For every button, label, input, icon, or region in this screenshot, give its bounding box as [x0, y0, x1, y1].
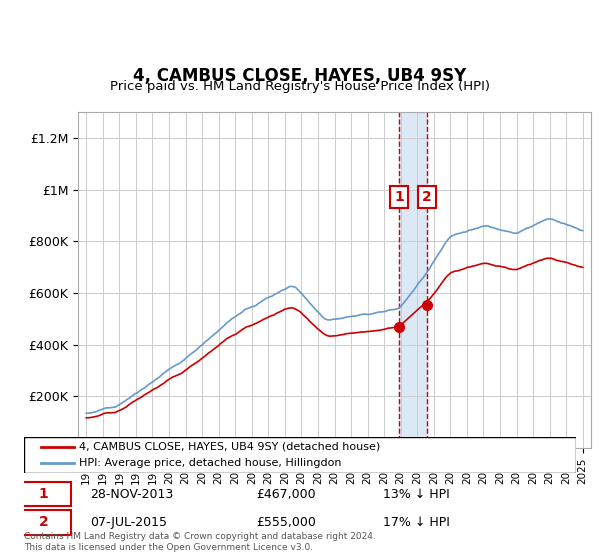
FancyBboxPatch shape — [16, 482, 71, 506]
Text: Contains HM Land Registry data © Crown copyright and database right 2024.
This d: Contains HM Land Registry data © Crown c… — [24, 532, 376, 552]
Text: 4, CAMBUS CLOSE, HAYES, UB4 9SY: 4, CAMBUS CLOSE, HAYES, UB4 9SY — [133, 67, 467, 85]
Text: 17% ↓ HPI: 17% ↓ HPI — [383, 516, 449, 529]
Text: 1: 1 — [38, 487, 48, 501]
Text: 28-NOV-2013: 28-NOV-2013 — [90, 488, 173, 501]
Text: 07-JUL-2015: 07-JUL-2015 — [90, 516, 167, 529]
Text: 13% ↓ HPI: 13% ↓ HPI — [383, 488, 449, 501]
Text: £467,000: £467,000 — [256, 488, 316, 501]
FancyBboxPatch shape — [24, 437, 576, 473]
Bar — [400, 112, 427, 448]
Text: Price paid vs. HM Land Registry's House Price Index (HPI): Price paid vs. HM Land Registry's House … — [110, 80, 490, 94]
Text: HPI: Average price, detached house, Hillingdon: HPI: Average price, detached house, Hill… — [79, 458, 342, 468]
Text: 2: 2 — [422, 190, 432, 204]
FancyBboxPatch shape — [16, 510, 71, 535]
Text: 1: 1 — [394, 190, 404, 204]
Text: £555,000: £555,000 — [256, 516, 316, 529]
Text: 4, CAMBUS CLOSE, HAYES, UB4 9SY (detached house): 4, CAMBUS CLOSE, HAYES, UB4 9SY (detache… — [79, 442, 380, 452]
Text: 2: 2 — [38, 515, 48, 529]
